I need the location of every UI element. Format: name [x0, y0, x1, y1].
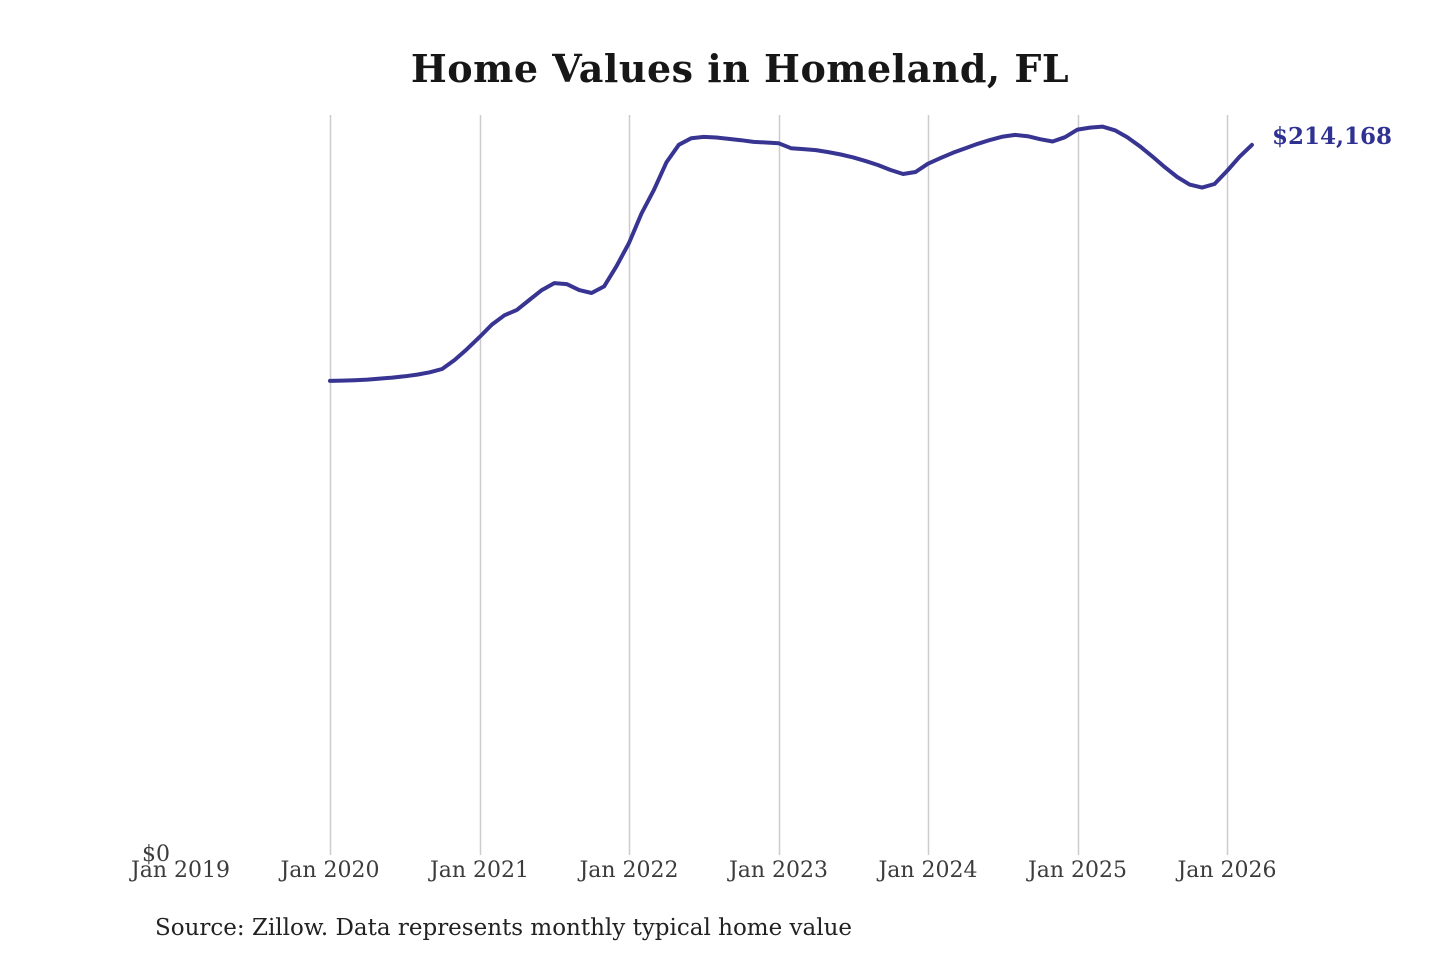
- y-zero-label: $0: [142, 842, 170, 867]
- x-tick-label: Jan 2023: [728, 858, 829, 883]
- source-note: Source: Zillow. Data represents monthly …: [155, 915, 853, 941]
- x-axis: Jan 2019 Jan 2020 Jan 2021 Jan 2022 Jan 2023…: [0, 858, 1440, 888]
- home-value-line: [328, 124, 1254, 383]
- x-tick-label: Jan 2024: [878, 858, 978, 883]
- x-tick-label: Jan 2026: [1177, 858, 1277, 883]
- x-tick-label: Jan 2022: [579, 858, 679, 883]
- x-tick-label: Jan 2019: [130, 858, 231, 883]
- chart-title: Home Values in Homeland, FL: [410, 46, 1070, 91]
- x-tick-label: Jan 2020: [280, 858, 380, 883]
- x-tick-label: Jan 2021: [429, 858, 530, 883]
- x-tick-label: Jan 2025: [1027, 858, 1128, 883]
- latest-value-label: $214,168: [1272, 123, 1393, 150]
